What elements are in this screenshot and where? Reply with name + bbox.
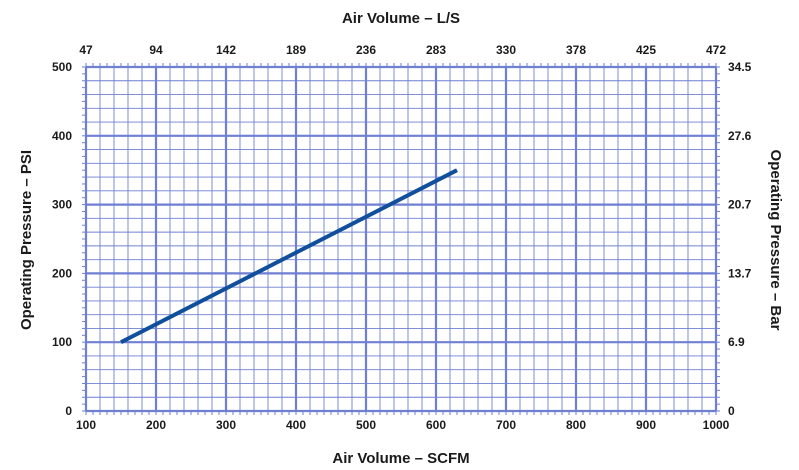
y-left-tick-label: 200 [52, 266, 72, 280]
x-bottom-tick-label: 400 [286, 418, 306, 432]
x-top-tick-label: 283 [426, 43, 446, 57]
y-left-tick-label: 500 [52, 60, 72, 74]
x-top-tick-label: 472 [706, 43, 726, 57]
x-top-tick-label: 94 [149, 43, 163, 57]
y-left-tick-label: 300 [52, 198, 72, 212]
y-left-tick-label: 0 [65, 404, 72, 418]
x-top-tick-label: 189 [286, 43, 306, 57]
x-top-tick-label: 47 [79, 43, 93, 57]
x-bottom-tick-label: 900 [636, 418, 656, 432]
series-line [120, 168, 458, 344]
x-top-tick-label: 425 [636, 43, 656, 57]
y-right-tick-label: 13.7 [728, 266, 752, 280]
x-top-tick-label: 330 [496, 43, 516, 57]
x-bottom-tick-label: 700 [496, 418, 516, 432]
y-right-tick-label: 0 [728, 404, 735, 418]
y-left-tick-label: 100 [52, 335, 72, 349]
minor-grid [82, 63, 720, 415]
series-layer [120, 168, 458, 344]
x-top-tick-label: 236 [356, 43, 376, 57]
top-axis-title: Air Volume – L/S [342, 10, 460, 27]
y-left-tick-label: 400 [52, 129, 72, 143]
y-right-tick-label: 27.6 [728, 129, 752, 143]
x-bottom-tick-label: 300 [216, 418, 236, 432]
x-top-tick-label: 378 [566, 43, 586, 57]
bottom-axis-title: Air Volume – SCFM [332, 450, 469, 467]
x-bottom-tick-label: 200 [146, 418, 166, 432]
y-right-tick-label: 20.7 [728, 198, 752, 212]
x-bottom-tick-label: 800 [566, 418, 586, 432]
major-grid [84, 65, 718, 413]
x-bottom-tick-label: 600 [426, 418, 446, 432]
x-top-tick-label: 142 [216, 43, 236, 57]
y-right-tick-label: 34.5 [728, 60, 752, 74]
x-bottom-tick-label: 100 [76, 418, 96, 432]
x-bottom-tick-label: 1000 [703, 418, 730, 432]
y-right-tick-label: 6.9 [728, 335, 745, 349]
left-axis-title: Operating Pressure – PSI [18, 150, 35, 330]
x-bottom-tick-label: 500 [356, 418, 376, 432]
right-axis-title: Operating Pressure – Bar [767, 150, 784, 331]
